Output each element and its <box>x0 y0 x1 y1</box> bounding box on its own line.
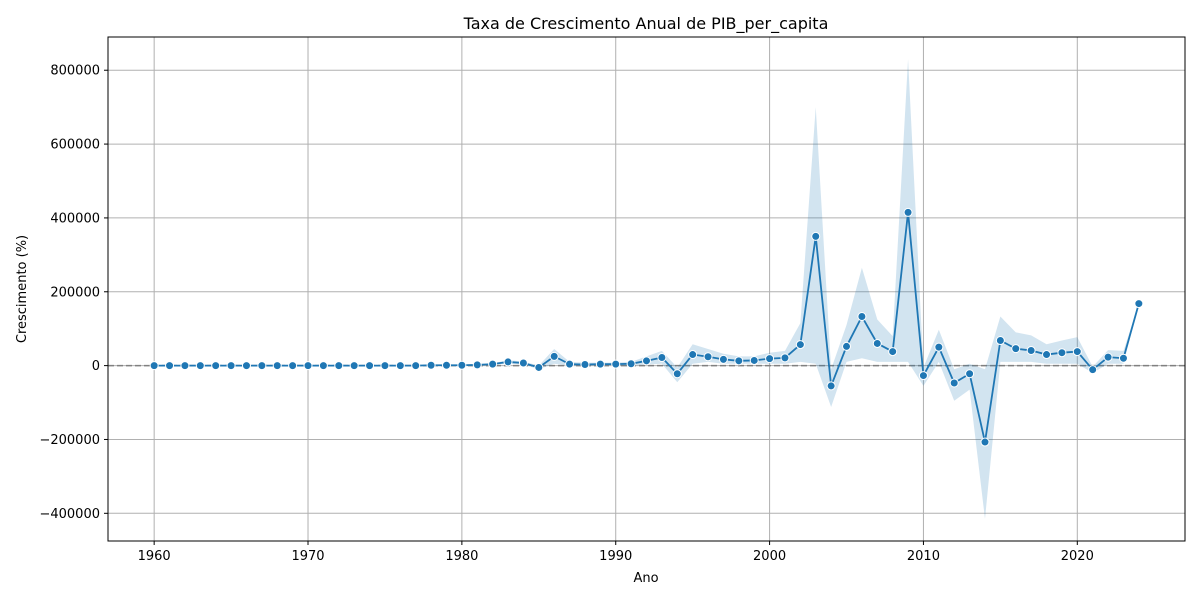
data-point <box>980 437 990 447</box>
data-point <box>903 207 913 217</box>
data-point <box>688 350 698 360</box>
x-axis-label: Ano <box>633 571 658 586</box>
data-point <box>365 361 375 371</box>
data-point <box>318 361 328 371</box>
data-point <box>195 361 205 371</box>
data-point <box>934 342 944 352</box>
data-point <box>149 361 159 371</box>
x-tick-label: 2010 <box>907 549 940 564</box>
data-point <box>1134 299 1144 309</box>
x-tick-label: 2000 <box>753 549 786 564</box>
data-point <box>288 361 298 371</box>
data-point <box>180 361 190 371</box>
data-point <box>611 359 621 369</box>
data-point <box>518 358 528 368</box>
data-point <box>811 231 821 241</box>
data-point <box>672 369 682 379</box>
data-point <box>441 360 451 370</box>
data-point <box>380 361 390 371</box>
y-axis-label: Crescimento (%) <box>15 235 30 343</box>
data-point <box>411 361 421 371</box>
confidence-band <box>154 59 1139 519</box>
data-point <box>949 378 959 388</box>
data-point <box>734 356 744 366</box>
y-axis-ticks: −400000 −200000 0 200000 400000 600000 800000 <box>39 64 108 522</box>
data-point <box>534 362 544 372</box>
data-point <box>1088 365 1098 375</box>
data-point <box>165 361 175 371</box>
series-points <box>149 207 1144 447</box>
data-point <box>395 361 405 371</box>
data-point <box>718 354 728 364</box>
data-point <box>334 361 344 371</box>
data-point <box>549 351 559 361</box>
x-tick-label: 1960 <box>138 549 171 564</box>
data-point <box>842 341 852 351</box>
data-point <box>226 361 236 371</box>
data-point <box>488 359 498 369</box>
data-point <box>657 352 667 362</box>
data-point <box>565 359 575 369</box>
y-tick-label: −400000 <box>39 507 100 522</box>
data-point <box>888 347 898 357</box>
data-point <box>1026 345 1036 355</box>
data-point <box>211 361 221 371</box>
data-point <box>642 356 651 366</box>
x-tick-label: 1980 <box>445 549 478 564</box>
data-point <box>241 361 251 371</box>
x-tick-label: 1970 <box>291 549 324 564</box>
data-point <box>872 338 882 348</box>
data-point <box>857 312 867 322</box>
confidence-band-area <box>154 59 1139 519</box>
data-point <box>1103 352 1113 362</box>
plot-area-frame <box>107 36 1186 542</box>
data-point <box>1042 350 1052 360</box>
data-point <box>995 336 1005 346</box>
grid <box>108 37 1185 541</box>
x-tick-label: 1990 <box>599 549 632 564</box>
data-point <box>780 353 790 363</box>
data-point <box>257 361 267 371</box>
data-point <box>795 340 805 350</box>
x-axis-ticks: 1960 1970 1980 1990 2000 2010 2020 <box>138 541 1094 564</box>
data-point <box>765 354 775 364</box>
x-tick-label: 2020 <box>1061 549 1094 564</box>
data-point <box>472 360 482 370</box>
y-tick-label: 800000 <box>50 64 100 79</box>
data-point <box>349 361 359 371</box>
data-point <box>595 359 605 369</box>
y-tick-label: 400000 <box>50 211 100 226</box>
data-point <box>1118 353 1128 363</box>
chart-title: Taxa de Crescimento Anual de PIB_per_cap… <box>463 14 829 34</box>
data-point <box>826 381 836 391</box>
data-point <box>965 369 975 379</box>
y-tick-label: 600000 <box>50 138 100 153</box>
data-point <box>1057 348 1067 358</box>
data-point <box>580 360 590 370</box>
data-point <box>1072 347 1082 357</box>
data-point <box>918 371 928 381</box>
data-point <box>503 357 513 367</box>
y-tick-label: 200000 <box>50 285 100 300</box>
data-point <box>457 360 467 370</box>
data-point <box>426 360 436 370</box>
data-point <box>626 359 636 369</box>
data-point <box>272 361 282 371</box>
data-point <box>303 361 313 371</box>
data-point <box>703 352 713 362</box>
data-point <box>1011 344 1021 354</box>
y-tick-label: −200000 <box>39 433 100 448</box>
y-tick-label: 0 <box>92 359 100 374</box>
data-point <box>749 355 759 365</box>
